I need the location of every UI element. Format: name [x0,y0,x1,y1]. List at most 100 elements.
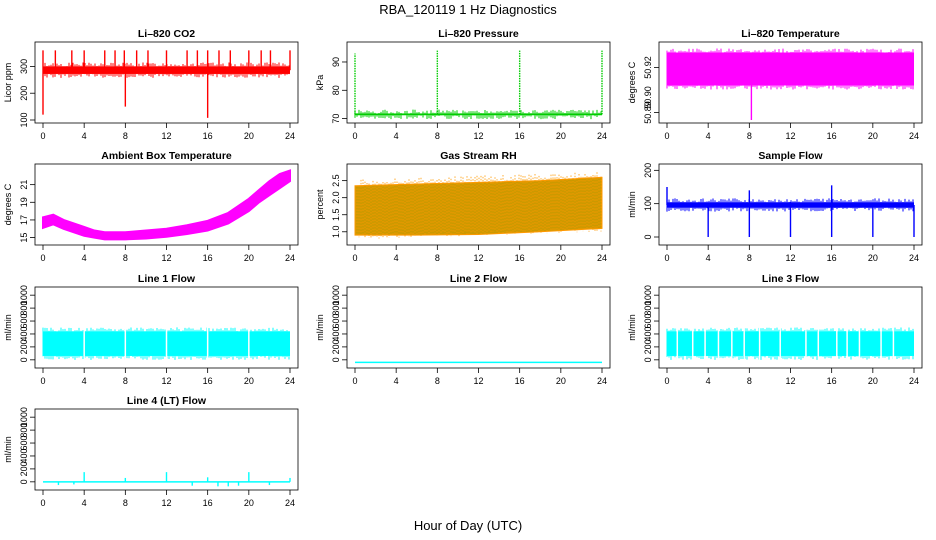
x-tick-label: 4 [82,131,87,141]
x-tick-label: 8 [123,498,128,508]
chart-panel-2: Li–820 Pressure kPa 0 4 8 12 16 20 24 70 80 90 [315,28,611,141]
x-tick-label: 24 [597,131,607,141]
x-tick-label: 24 [285,131,295,141]
x-tick-label: 4 [394,376,399,386]
chart-panel-3: Li–820 Temperature degrees C 0 4 8 12 16 20 24 50… [627,28,923,141]
y-tick-label: 600 [331,314,341,329]
y-axis-label: kPa [315,75,325,91]
chart-panel-4: Ambient Box Temperature degrees C 0 4 8 12 16 2… [3,150,299,263]
y-tick-label: 21 [19,180,29,190]
y-tick-label: 2.5 [331,174,341,187]
y-tick-label: 800 [19,301,29,316]
y-tick-label: 0 [19,357,29,362]
chart-title: Line 4 (LT) Flow [127,395,207,407]
y-tick-label: 80 [331,85,341,95]
y-tick-label: 400 [643,326,653,341]
x-tick-label: 16 [203,498,213,508]
x-tick-label: 4 [394,131,399,141]
x-tick-label: 12 [785,131,795,141]
x-tick-label: 8 [123,253,128,263]
x-tick-label: 8 [747,376,752,386]
chart-title: Li–820 CO2 [138,28,195,40]
y-axis-label: ml/min [627,314,637,341]
x-tick-label: 8 [435,131,440,141]
y-axis-label: percent [315,189,325,220]
x-tick-label: 24 [909,131,919,141]
x-tick-label: 20 [244,131,254,141]
x-tick-label: 16 [203,376,213,386]
x-tick-label: 0 [40,131,45,141]
x-tick-label: 16 [515,253,525,263]
x-tick-label: 0 [664,376,669,386]
chart-panel-8: Line 2 Flow ml/min 0 4 8 12 16 20 24 0 20040060080… [315,273,611,386]
y-tick-label: 800 [331,301,341,316]
x-tick-label: 4 [82,376,87,386]
chart-title: Ambient Box Temperature [101,150,232,162]
x-tick-label: 4 [706,253,711,263]
x-tick-label: 8 [435,253,440,263]
data-curve-band [42,169,291,241]
plot-frame [346,286,611,369]
y-tick-label: 200 [643,339,653,354]
x-tick-label: 12 [473,253,483,263]
chart-panel-6: Sample Flow ml/min 0 4 8 12 16 20 24 0 100 200 [627,150,923,263]
x-tick-label: 24 [285,376,295,386]
x-tick-label: 12 [161,376,171,386]
x-tick-label: 16 [515,131,525,141]
y-tick-label: 200 [19,339,29,354]
x-tick-label: 20 [244,376,254,386]
chart-title: Li–820 Pressure [438,28,519,40]
y-tick-label: 100 [643,196,653,211]
x-tick-label: 8 [435,376,440,386]
y-tick-label: 100 [19,112,29,127]
y-axis-label: ml/min [3,436,13,463]
y-tick-label: 300 [19,59,29,74]
y-tick-label: 2.0 [331,191,341,204]
x-tick-label: 4 [706,376,711,386]
y-axis-label: ml/min [315,314,325,341]
x-tick-label: 16 [827,131,837,141]
x-tick-label: 8 [747,131,752,141]
y-tick-label: 19 [19,197,29,207]
y-tick-label: 200 [19,461,29,476]
y-tick-label: 1000 [643,285,653,305]
x-tick-label: 0 [352,253,357,263]
y-tick-label: 15 [19,233,29,243]
x-tick-label: 12 [473,376,483,386]
y-tick-label: 400 [331,326,341,341]
x-tick-label: 24 [909,376,919,386]
x-tick-label: 12 [161,131,171,141]
y-axis-label: ml/min [627,191,637,218]
y-tick-label: 50.90 [643,86,653,109]
x-tick-label: 24 [597,253,607,263]
x-tick-label: 8 [123,131,128,141]
x-tick-label: 24 [285,253,295,263]
y-tick-label: 800 [643,301,653,316]
y-tick-label: 1000 [19,285,29,305]
x-tick-label: 16 [515,376,525,386]
y-tick-label: 50.89 [643,101,653,124]
chart-panel-10: Line 4 (LT) Flow ml/min 0 4 8 12 16 20 24 0 200400… [3,395,299,508]
y-axis-label: degrees C [627,61,637,103]
main-title: RBA_120119 1 Hz Diagnostics [379,2,557,17]
x-tick-label: 0 [664,253,669,263]
y-tick-label: 600 [19,314,29,329]
y-tick-label: 1.0 [331,226,341,239]
x-tick-label: 12 [473,131,483,141]
y-tick-label: 0 [331,357,341,362]
x-tick-label: 4 [82,253,87,263]
x-tick-label: 0 [40,253,45,263]
x-tick-label: 0 [40,376,45,386]
y-tick-label: 1.5 [331,208,341,221]
chart-title: Line 1 Flow [138,273,196,285]
y-tick-label: 0 [643,357,653,362]
x-tick-label: 20 [556,253,566,263]
y-tick-label: 400 [19,326,29,341]
chart-panel-7: Line 1 Flow ml/min 0 4 8 12 16 20 24 0 20040060080… [3,273,299,386]
x-tick-label: 0 [664,131,669,141]
y-axis-label: degrees C [3,183,13,225]
y-tick-label: 90 [331,57,341,67]
y-axis-label: ml/min [3,314,13,341]
y-axis-label: Licor ppm [3,63,13,103]
